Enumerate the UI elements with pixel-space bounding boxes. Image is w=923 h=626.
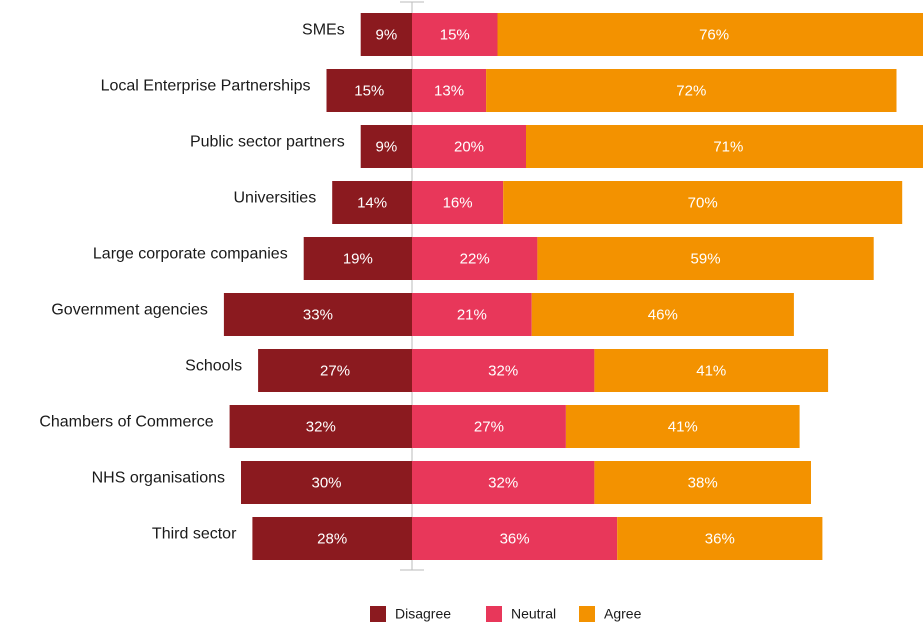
value-label: 28% [317, 530, 347, 547]
bar-segment [412, 517, 618, 560]
bar-segment [223, 293, 412, 336]
bar-segment [360, 13, 412, 56]
category-label: Government agencies [51, 302, 208, 319]
value-label: 71% [713, 138, 743, 155]
value-label: 36% [500, 530, 530, 547]
category-label: Public sector partners [190, 134, 345, 151]
legend-label: Neutral [511, 606, 556, 622]
bar-segment [412, 13, 498, 56]
bar-segment [526, 125, 923, 168]
value-label: 33% [303, 306, 333, 323]
value-label: 27% [320, 362, 350, 379]
value-label: 32% [306, 418, 336, 435]
bar-segment [617, 517, 823, 560]
value-label: 9% [376, 26, 398, 43]
value-label: 14% [357, 194, 387, 211]
bar-segment [497, 13, 923, 56]
bar-segment [412, 237, 538, 280]
value-label: 27% [474, 418, 504, 435]
bar-segment [486, 69, 897, 112]
value-label: 32% [488, 474, 518, 491]
category-label: Large corporate companies [93, 246, 288, 263]
bar-segment [503, 181, 903, 224]
value-label: 70% [688, 194, 718, 211]
legend-swatch [370, 606, 386, 622]
value-label: 41% [696, 362, 726, 379]
value-label: 22% [460, 250, 490, 267]
value-label: 46% [648, 306, 678, 323]
bar-segment [594, 349, 829, 392]
category-label: Chambers of Commerce [39, 414, 213, 431]
bar-segment [531, 293, 794, 336]
category-label: Schools [185, 358, 242, 375]
category-label: NHS organisations [92, 470, 225, 487]
bar-segment [537, 237, 874, 280]
bar-segment [412, 349, 595, 392]
category-label: Third sector [152, 526, 237, 543]
bar-segment [412, 125, 526, 168]
bar-segment [412, 293, 532, 336]
value-label: 13% [434, 82, 464, 99]
bar-segment [252, 517, 412, 560]
value-label: 15% [354, 82, 384, 99]
value-label: 36% [705, 530, 735, 547]
bar-segment [412, 461, 595, 504]
value-label: 59% [691, 250, 721, 267]
value-label: 19% [343, 250, 373, 267]
bar-segment [412, 181, 504, 224]
legend-swatch [579, 606, 595, 622]
value-label: 15% [440, 26, 470, 43]
legend-swatch [486, 606, 502, 622]
value-label: 16% [443, 194, 473, 211]
bar-segment [360, 125, 412, 168]
bar-segment [303, 237, 412, 280]
bar-segment [326, 69, 412, 112]
value-label: 21% [457, 306, 487, 323]
bar-segment [332, 181, 412, 224]
bar-segment [565, 405, 800, 448]
bar-segment [594, 461, 811, 504]
category-label: Local Enterprise Partnerships [101, 78, 311, 95]
category-label: SMEs [302, 22, 345, 39]
category-label: Universities [234, 190, 317, 207]
legend-label: Agree [604, 606, 642, 622]
value-label: 76% [699, 26, 729, 43]
bar-segment [412, 405, 566, 448]
bar-segment [412, 69, 487, 112]
legend-label: Disagree [395, 606, 451, 622]
bar-segment [229, 405, 412, 448]
bar-segment [258, 349, 412, 392]
bar-segment [241, 461, 412, 504]
value-label: 32% [488, 362, 518, 379]
value-label: 9% [376, 138, 398, 155]
value-label: 38% [688, 474, 718, 491]
value-label: 72% [676, 82, 706, 99]
value-label: 20% [454, 138, 484, 155]
value-label: 41% [668, 418, 698, 435]
value-label: 30% [311, 474, 341, 491]
